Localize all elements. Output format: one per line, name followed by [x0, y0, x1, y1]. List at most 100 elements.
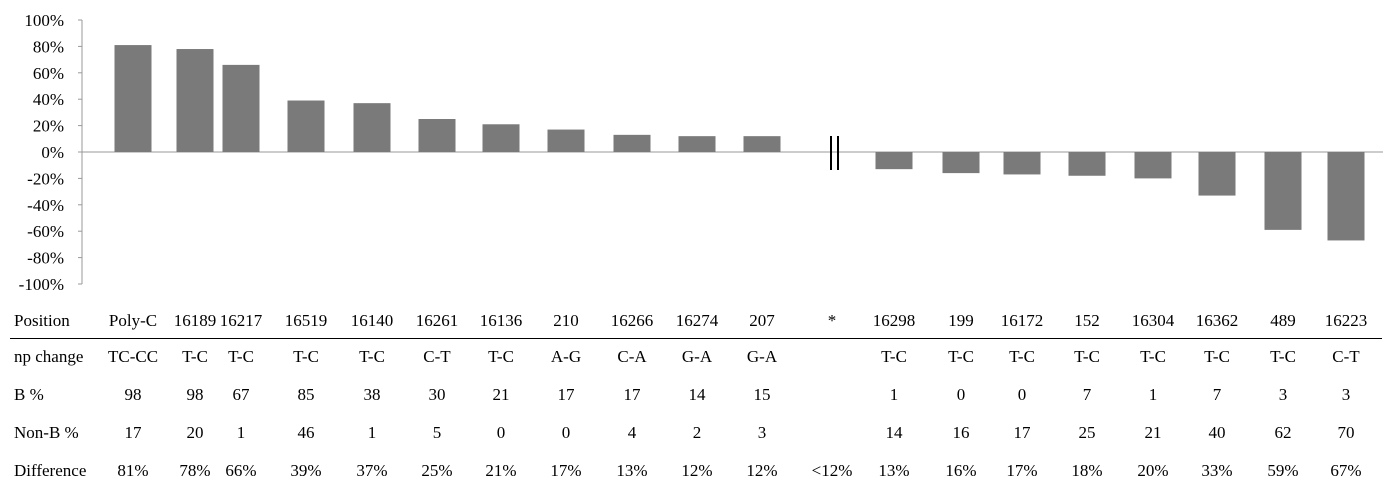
- np-change-cell: T-C: [1270, 347, 1296, 366]
- bar-16140: [353, 103, 391, 152]
- np-change-cell: T-C: [359, 347, 385, 366]
- non-b-percent-cell: 17: [1013, 423, 1031, 442]
- b-percent-cell: 7: [1212, 385, 1222, 404]
- non-b-percent-cell: 70: [1337, 423, 1355, 442]
- non-b-percent-cell: 16: [952, 423, 970, 442]
- non-b-percent-cell: 4: [627, 423, 637, 442]
- position-cell: 16136: [479, 311, 523, 330]
- difference-cell: 67%: [1330, 461, 1362, 480]
- b-percent-cell: 0: [1017, 385, 1027, 404]
- y-tick-label: 80%: [33, 37, 64, 56]
- non-b-percent-cell: 2: [692, 423, 702, 442]
- b-percent-cell: 30: [428, 385, 446, 404]
- b-percent-cell: 85: [297, 385, 315, 404]
- row-label-np-change: np change: [14, 347, 84, 366]
- non-b-percent-cell: 0: [561, 423, 571, 442]
- non-b-percent-cell: 21: [1144, 423, 1162, 442]
- row-label-b-percent: B %: [14, 385, 44, 404]
- np-change-cell: TC-CC: [107, 347, 159, 366]
- row-label-difference: Difference: [14, 461, 87, 480]
- bar-16519: [287, 100, 325, 152]
- position-cell: 16298: [872, 311, 916, 330]
- b-percent-cell: 3: [1341, 385, 1351, 404]
- bar-16172: [1003, 152, 1041, 175]
- b-percent-cell: 67: [232, 385, 250, 404]
- np-change-cell: T-C: [948, 347, 974, 366]
- position-cell: Poly-C: [108, 311, 158, 330]
- y-tick-label: -20%: [27, 169, 64, 188]
- position-cell: 199: [948, 311, 974, 330]
- np-change-cell: T-C: [182, 347, 208, 366]
- y-tick-label: 20%: [33, 117, 64, 136]
- position-cell: 489: [1270, 311, 1296, 330]
- table-row-non-b-percent: Non-B % 17 20 1 46 1 5 0 0 4 2 3 14 16 17 25 21 40 62 70: [0, 418, 1388, 448]
- position-cell: 16362: [1195, 311, 1239, 330]
- position-cell: 207: [749, 311, 775, 330]
- difference-cell: 81%: [117, 461, 149, 480]
- difference-cell: 13%: [616, 461, 648, 480]
- bar-210: [547, 129, 585, 152]
- position-cell: 16217: [219, 311, 263, 330]
- non-b-percent-cell: 1: [236, 423, 246, 442]
- position-cell: 16172: [1000, 311, 1044, 330]
- bar-16274: [678, 136, 716, 152]
- b-percent-cell: 0: [956, 385, 966, 404]
- difference-cell: 78%: [179, 461, 211, 480]
- np-change-cell: T-C: [1140, 347, 1166, 366]
- position-cell: 16266: [610, 311, 654, 330]
- bar-489: [1264, 152, 1302, 230]
- difference-cell: 21%: [485, 461, 517, 480]
- bar-16298: [875, 152, 913, 170]
- bar-chart: 100% 80% 60% 40% 20% 0% -20% -40% -60% -80% -100%: [19, 11, 1383, 294]
- position-cell: 16189: [173, 311, 217, 330]
- position-cell: 16274: [675, 311, 719, 330]
- b-percent-cell: 3: [1278, 385, 1288, 404]
- np-change-cell: C-T: [1332, 347, 1360, 366]
- position-cell: 16261: [415, 311, 459, 330]
- difference-cell: 17%: [550, 461, 582, 480]
- non-b-percent-cell: 5: [432, 423, 442, 442]
- non-b-percent-cell: 1: [367, 423, 377, 442]
- np-change-cell: T-C: [1009, 347, 1035, 366]
- difference-cell: 66%: [225, 461, 257, 480]
- bar-16217: [222, 64, 260, 152]
- bar-16136: [482, 124, 520, 152]
- y-tick-label: -100%: [19, 275, 64, 294]
- y-tick-label: -80%: [27, 249, 64, 268]
- bar-poly-c: [114, 45, 152, 152]
- np-change-cell: T-C: [228, 347, 254, 366]
- difference-cell: 39%: [290, 461, 322, 480]
- non-b-percent-cell: 40: [1208, 423, 1226, 442]
- np-change-cell: T-C: [1074, 347, 1100, 366]
- position-cell: 16140: [350, 311, 394, 330]
- y-tick-label: 60%: [33, 64, 64, 83]
- non-b-percent-cell: 25: [1078, 423, 1096, 442]
- bar-199: [942, 152, 980, 174]
- b-percent-cell: 38: [363, 385, 381, 404]
- np-change-cell: G-A: [681, 347, 713, 366]
- table-row-position: Position Poly-C 16189 16217 16519 16140 16261 1…: [0, 306, 1388, 336]
- y-tick-label: 40%: [33, 90, 64, 109]
- b-percent-cell: 1: [1148, 385, 1158, 404]
- y-tick-label: -40%: [27, 196, 64, 215]
- y-tick-label: 100%: [24, 11, 64, 30]
- np-change-cell: G-A: [746, 347, 778, 366]
- y-tick-label: 0%: [41, 143, 64, 162]
- np-change-cell: T-C: [1204, 347, 1230, 366]
- axis-break-marker: [830, 136, 839, 170]
- difference-cell: 20%: [1137, 461, 1169, 480]
- bar-16362: [1198, 152, 1236, 196]
- difference-cell: 59%: [1267, 461, 1299, 480]
- position-cell: 16519: [284, 311, 328, 330]
- b-percent-cell: 98: [186, 385, 204, 404]
- bar-16223: [1327, 152, 1365, 241]
- position-cell: 152: [1074, 311, 1100, 330]
- non-b-percent-cell: 17: [124, 423, 142, 442]
- position-cell: 210: [553, 311, 579, 330]
- bar-152: [1068, 152, 1106, 176]
- np-change-cell: A-G: [550, 347, 582, 366]
- difference-cell: 12%: [746, 461, 778, 480]
- position-cell: 16223: [1324, 311, 1368, 330]
- b-percent-cell: 17: [623, 385, 641, 404]
- difference-cell: 13%: [878, 461, 910, 480]
